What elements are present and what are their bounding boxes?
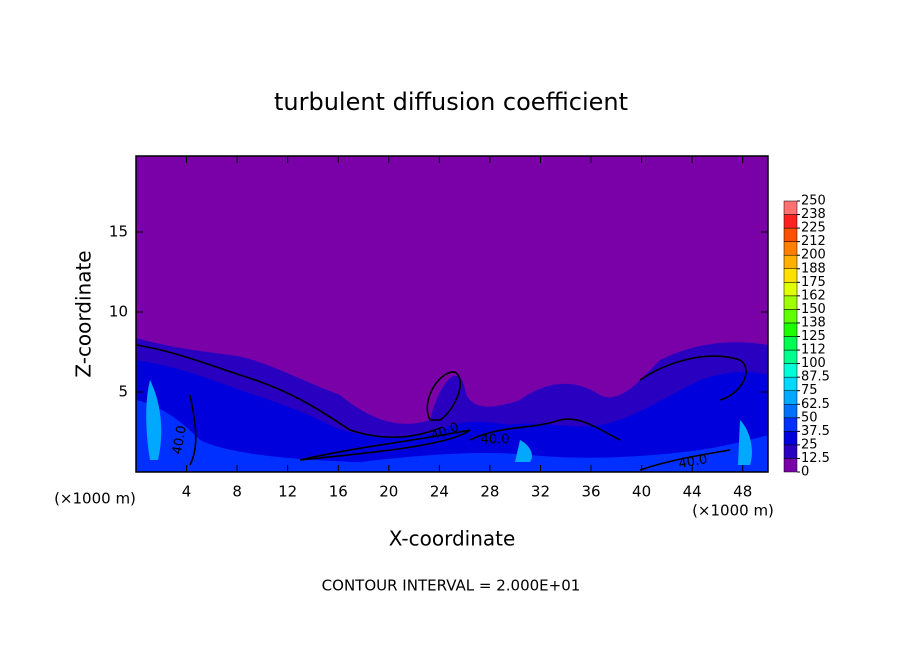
colorbar-label: 150 <box>801 302 826 317</box>
colorbar-cell <box>783 227 798 242</box>
colorbar-label: 37.5 <box>801 424 830 439</box>
colorbar-label: 75 <box>801 383 818 398</box>
x-tick-label: 4 <box>182 483 192 501</box>
colorbar-label: 12.5 <box>801 451 830 466</box>
x-tick-label: 32 <box>531 483 550 501</box>
colorbar-label: 212 <box>801 234 826 249</box>
colorbar-label: 162 <box>801 288 826 303</box>
colorbar-label: 62.5 <box>801 397 830 412</box>
x-tick-label: 40 <box>632 483 651 501</box>
y-axis-label: Z-coordinate <box>72 250 96 377</box>
colorbar-cell <box>783 295 798 310</box>
colorbar-cell <box>783 444 798 459</box>
colorbar-cell <box>783 214 798 229</box>
colorbar-cell <box>783 404 798 419</box>
x-tick-label: 20 <box>379 483 398 501</box>
colorbar-label: 125 <box>801 329 826 344</box>
colorbar-cell <box>783 254 798 269</box>
contour-label: 40.0 <box>481 433 510 448</box>
x-tick-label: 16 <box>329 483 348 501</box>
colorbar-cell <box>783 282 798 297</box>
x-tick-label: 8 <box>232 483 242 501</box>
colorbar-cell <box>783 322 798 337</box>
colorbar-label: 112 <box>801 343 826 358</box>
colorbar-label: 100 <box>801 356 826 371</box>
x-tick-label: 28 <box>480 483 499 501</box>
colorbar-cell <box>783 349 798 364</box>
colorbar-label: 138 <box>801 315 826 330</box>
colorbar-cell <box>783 336 798 351</box>
chart-title: turbulent diffusion coefficient <box>274 88 628 116</box>
colorbar-label: 238 <box>801 207 826 222</box>
contour-label: 40.0 <box>170 424 190 455</box>
field <box>135 156 768 472</box>
colorbar-label: 188 <box>801 261 826 276</box>
colorbar-label: 175 <box>801 275 826 290</box>
colorbar-cell <box>783 268 798 283</box>
footer: CONTOUR INTERVAL = 2.000E+01 <box>322 577 581 595</box>
x-tick-label: 48 <box>733 483 752 501</box>
colorbar-cell <box>783 390 798 405</box>
colorbar-cell <box>783 363 798 378</box>
y-tick-label: 10 <box>109 303 128 321</box>
y-tick-label: 15 <box>109 223 128 241</box>
plot-frame <box>135 155 769 473</box>
y-tick-label: 5 <box>118 383 128 401</box>
colorbar-cell <box>783 241 798 256</box>
x-tick-label: 44 <box>683 483 702 501</box>
colorbar-label: 250 <box>801 194 826 209</box>
colorbar-label: 0 <box>801 465 809 480</box>
colorbar-label: 25 <box>801 437 818 452</box>
x-tick-label: 24 <box>430 483 449 501</box>
colorbar-label: 50 <box>801 410 818 425</box>
colorbar-cell <box>783 200 798 215</box>
x-tick-label: 36 <box>581 483 600 501</box>
colorbar-cell <box>783 417 798 432</box>
x-unit-label: (×1000 m) <box>54 490 136 508</box>
colorbar-label: 225 <box>801 221 826 236</box>
x-unit-label: (×1000 m) <box>692 502 774 520</box>
colorbar-cell <box>783 309 798 324</box>
x-axis-label: X-coordinate <box>389 527 516 551</box>
contour-label: 40.0 <box>677 452 708 472</box>
colorbar-cell <box>783 376 798 391</box>
colorbar-cell <box>783 431 798 446</box>
colorbar-cell <box>783 458 798 473</box>
colorbar-label: 87.5 <box>801 370 830 385</box>
colorbar-label: 200 <box>801 248 826 263</box>
x-tick-label: 12 <box>278 483 297 501</box>
